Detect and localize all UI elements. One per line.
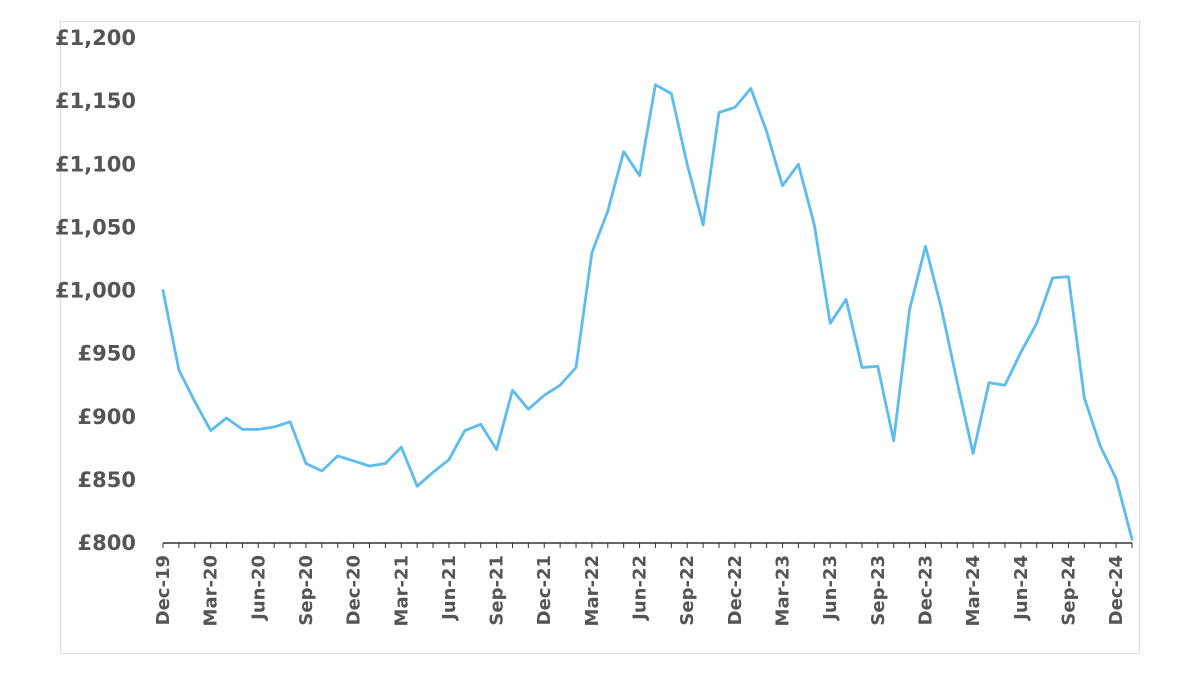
x-tick-label: Jun-22 (630, 555, 651, 622)
x-tick-label: Jun-23 (820, 555, 841, 622)
y-tick-label: £900 (78, 405, 136, 429)
y-axis-labels: £800 £850 £900 £950 £1,000 £1,050 £1,100 £1,150… (55, 26, 136, 555)
x-tick-label: Jun-21 (439, 555, 460, 622)
series-line (161, 83, 1134, 541)
y-tick-label: £950 (78, 342, 136, 366)
x-tick-label: Dec-19 (153, 555, 174, 625)
x-tick-label: Dec-20 (344, 555, 365, 625)
y-tick-label: £1,150 (55, 89, 136, 113)
x-tick-label: Sep-20 (296, 555, 317, 626)
x-tick-label: Dec-24 (1106, 555, 1127, 625)
x-tick-label: Dec-22 (725, 555, 746, 625)
y-tick-label: £1,050 (55, 215, 136, 239)
x-tick-label: Jun-20 (248, 555, 269, 622)
x-tick-label: Jun-24 (1011, 555, 1032, 622)
x-tick-label: Sep-23 (868, 555, 889, 626)
x-tick-label: Mar-22 (582, 555, 603, 626)
x-tick-label: Mar-20 (201, 555, 222, 626)
x-tick-label: Dec-23 (915, 555, 936, 625)
x-tick-label: Sep-21 (487, 555, 508, 626)
x-tick-label: Mar-24 (963, 555, 984, 626)
series-layer (161, 83, 1134, 541)
chart-frame (60, 21, 1140, 654)
x-axis: Dec-19 Mar-20 Jun-20 Sep-20 Dec-20 Mar-21 Jun-… (153, 542, 1133, 626)
x-tick-label: Sep-22 (677, 555, 698, 626)
x-tick-label: Mar-23 (773, 555, 794, 626)
x-tick-label: Mar-21 (391, 555, 412, 626)
y-tick-label: £1,000 (55, 279, 136, 303)
x-tick-label: Dec-21 (534, 555, 555, 625)
y-tick-label: £1,200 (55, 26, 136, 50)
x-tick-label: Sep-24 (1058, 555, 1079, 626)
y-tick-label: £1,100 (55, 152, 136, 176)
y-tick-label: £850 (78, 468, 136, 492)
y-tick-label: £800 (78, 531, 136, 555)
